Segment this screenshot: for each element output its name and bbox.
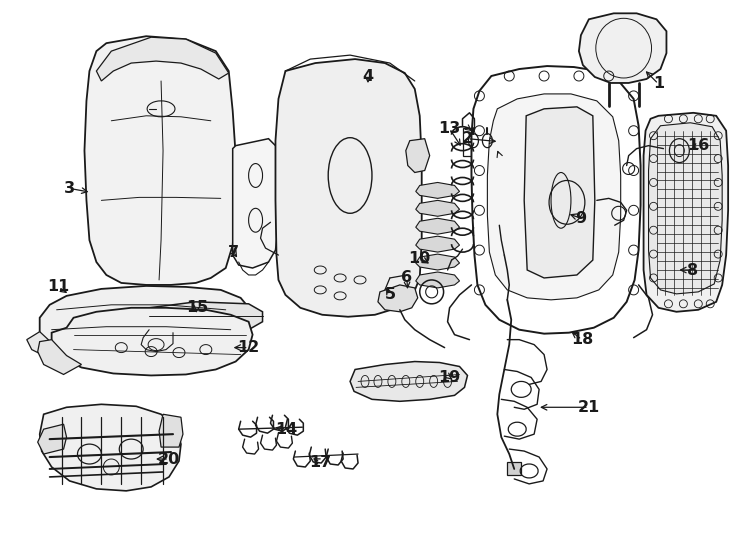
Text: 1: 1 [653,77,664,91]
Text: 14: 14 [275,422,297,437]
Text: 13: 13 [438,122,461,136]
Polygon shape [159,414,183,447]
Text: 15: 15 [186,300,208,315]
Polygon shape [415,218,459,234]
Polygon shape [37,424,67,454]
Polygon shape [507,462,521,475]
Polygon shape [415,254,459,270]
Polygon shape [471,66,641,334]
Polygon shape [51,308,252,375]
Polygon shape [40,286,250,357]
Text: 11: 11 [48,279,70,294]
Polygon shape [137,302,263,332]
Polygon shape [415,200,459,217]
Polygon shape [350,361,468,401]
Polygon shape [579,14,666,83]
Polygon shape [275,59,422,317]
Text: 17: 17 [309,455,331,469]
Polygon shape [37,340,81,374]
Text: 20: 20 [158,451,180,467]
Polygon shape [644,113,728,312]
Text: 3: 3 [64,181,75,196]
Polygon shape [415,272,459,288]
Polygon shape [664,133,697,166]
Text: 12: 12 [238,340,260,355]
Text: 6: 6 [401,271,413,286]
Text: 8: 8 [687,262,698,278]
Text: 19: 19 [438,370,461,385]
Polygon shape [378,285,418,312]
Polygon shape [524,107,595,278]
Text: 10: 10 [409,251,431,266]
Text: 2: 2 [462,131,473,146]
Polygon shape [40,404,181,491]
Polygon shape [487,94,621,300]
Polygon shape [415,236,459,252]
Text: 16: 16 [687,138,710,153]
Polygon shape [406,139,429,172]
Polygon shape [96,37,229,81]
Polygon shape [233,139,278,268]
Text: 4: 4 [363,69,374,84]
Text: 7: 7 [228,245,239,260]
Text: 5: 5 [385,287,396,302]
Polygon shape [649,123,722,294]
Text: 21: 21 [578,400,600,415]
Polygon shape [415,183,459,198]
Polygon shape [84,36,236,285]
Text: 18: 18 [571,332,593,347]
Polygon shape [26,332,76,360]
Polygon shape [537,176,597,228]
Text: 9: 9 [575,211,586,226]
